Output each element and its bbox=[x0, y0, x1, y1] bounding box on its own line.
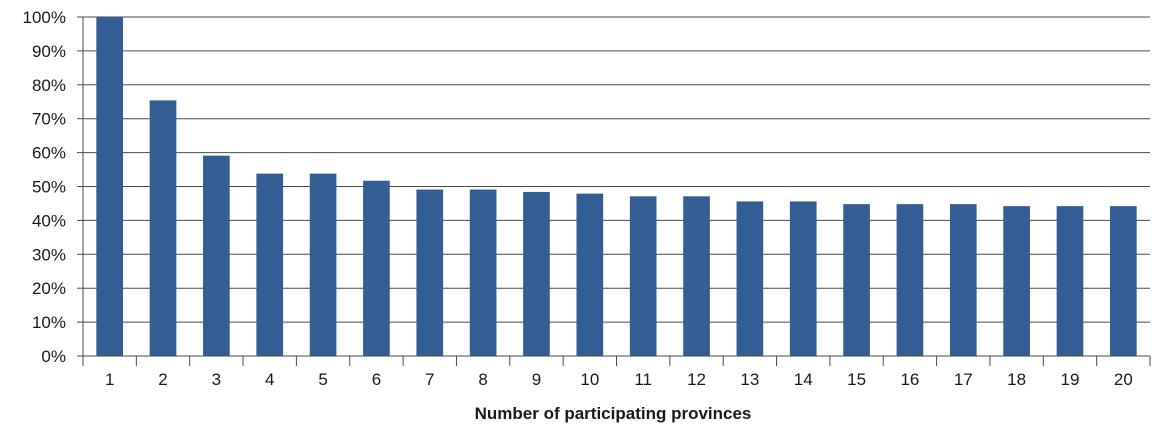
y-tick-label: 80% bbox=[32, 76, 66, 95]
bar bbox=[789, 201, 817, 356]
bars bbox=[96, 17, 1137, 356]
x-tick-label: 8 bbox=[478, 370, 487, 389]
bar bbox=[256, 173, 284, 356]
y-tick-label: 0% bbox=[41, 347, 66, 366]
y-tick-label: 50% bbox=[32, 178, 66, 197]
axes bbox=[77, 16, 1151, 366]
bar bbox=[416, 189, 444, 356]
x-tick-label: 3 bbox=[212, 370, 221, 389]
gridlines bbox=[83, 16, 1150, 323]
x-axis-title: Number of participating provinces bbox=[475, 404, 752, 423]
x-tick-label: 12 bbox=[687, 370, 706, 389]
x-tick-label: 7 bbox=[425, 370, 434, 389]
x-tick-label: 1 bbox=[105, 370, 114, 389]
x-tick-label: 14 bbox=[794, 370, 813, 389]
y-tick-label: 40% bbox=[32, 211, 66, 230]
bar bbox=[683, 196, 710, 356]
y-tick-label: 90% bbox=[32, 42, 66, 61]
x-tick-label: 5 bbox=[318, 370, 327, 389]
y-tick-labels: 0% 10% 20% 30% 40% 50% 60% 70% 80% 90% 100% bbox=[23, 8, 66, 366]
bar bbox=[629, 196, 657, 356]
x-tick-label: 10 bbox=[580, 370, 599, 389]
x-tick-label: 19 bbox=[1061, 370, 1080, 389]
y-tick-label: 10% bbox=[32, 313, 66, 332]
bar bbox=[1109, 206, 1137, 356]
bar bbox=[736, 201, 764, 356]
y-tick-label: 70% bbox=[32, 110, 66, 129]
bar bbox=[363, 180, 390, 356]
y-tick-label: 30% bbox=[32, 245, 66, 264]
bar bbox=[469, 189, 497, 356]
bar bbox=[949, 204, 977, 356]
x-tick-label: 11 bbox=[634, 370, 652, 389]
bar bbox=[203, 155, 230, 356]
bar bbox=[896, 204, 924, 356]
x-tick-label: 18 bbox=[1007, 370, 1026, 389]
x-tick-label: 13 bbox=[740, 370, 759, 389]
bar bbox=[1003, 206, 1030, 356]
x-tick-label: 15 bbox=[847, 370, 866, 389]
x-tick-label: 20 bbox=[1114, 370, 1133, 389]
x-tick-label: 6 bbox=[372, 370, 381, 389]
y-tick-label: 60% bbox=[32, 144, 66, 163]
bar bbox=[149, 100, 177, 356]
x-tick-label: 16 bbox=[900, 370, 919, 389]
bar bbox=[1056, 206, 1084, 356]
x-tick-label: 17 bbox=[954, 370, 973, 389]
bar bbox=[843, 204, 870, 356]
y-tick-label: 100% bbox=[23, 8, 66, 27]
bar bbox=[576, 193, 604, 356]
bar bbox=[523, 191, 550, 356]
y-tick-label: 20% bbox=[32, 279, 66, 298]
x-tick-label: 9 bbox=[532, 370, 541, 389]
x-tick-label: 2 bbox=[158, 370, 167, 389]
bar bbox=[309, 173, 337, 356]
x-tick-labels: 1 2 3 4 5 6 7 8 9 10 11 12 13 14 15 16 17 18 19 20 bbox=[105, 370, 1133, 389]
bar bbox=[96, 17, 124, 356]
x-tick-label: 4 bbox=[265, 370, 274, 389]
